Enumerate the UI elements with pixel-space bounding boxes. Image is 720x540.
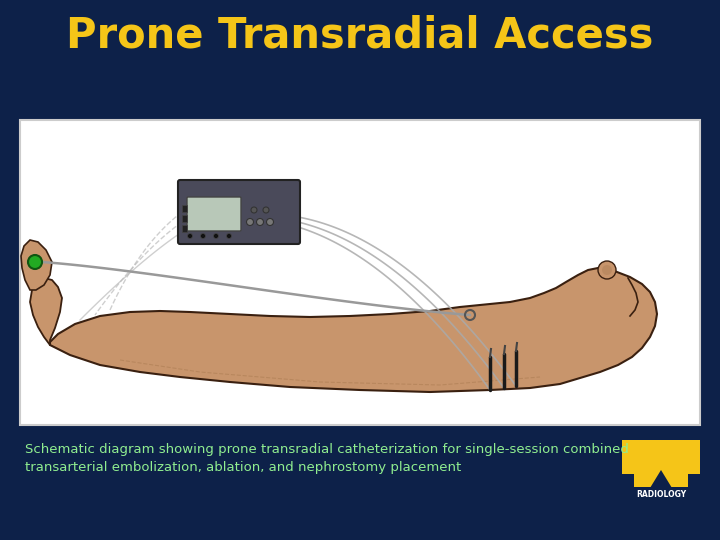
Text: Schematic diagram showing prone transradial catheterization for single-session c: Schematic diagram showing prone transrad…	[25, 443, 629, 456]
Bar	[182, 215, 187, 222]
Circle shape	[214, 233, 218, 239]
Polygon shape	[21, 240, 52, 290]
Text: Prone Transradial Access: Prone Transradial Access	[66, 14, 654, 56]
Text: RADIOLOGY: RADIOLOGY	[636, 490, 686, 499]
Circle shape	[266, 219, 274, 226]
Circle shape	[251, 207, 257, 213]
Circle shape	[256, 219, 264, 226]
Polygon shape	[622, 474, 634, 488]
Circle shape	[598, 261, 616, 279]
Circle shape	[227, 233, 232, 239]
FancyBboxPatch shape	[178, 180, 300, 244]
Circle shape	[602, 265, 612, 275]
Bar	[182, 225, 187, 232]
Polygon shape	[50, 268, 657, 392]
Bar	[622, 440, 700, 488]
Polygon shape	[650, 470, 672, 488]
Circle shape	[187, 233, 192, 239]
FancyBboxPatch shape	[20, 120, 700, 425]
Circle shape	[263, 207, 269, 213]
Text: transarterial embolization, ablation, and nephrostomy placement: transarterial embolization, ablation, an…	[25, 462, 462, 475]
Bar	[622, 487, 700, 502]
Circle shape	[28, 255, 42, 269]
FancyBboxPatch shape	[187, 197, 241, 231]
Polygon shape	[688, 474, 700, 488]
Polygon shape	[30, 278, 62, 345]
Bar	[182, 205, 187, 212]
Circle shape	[200, 233, 205, 239]
Circle shape	[246, 219, 253, 226]
